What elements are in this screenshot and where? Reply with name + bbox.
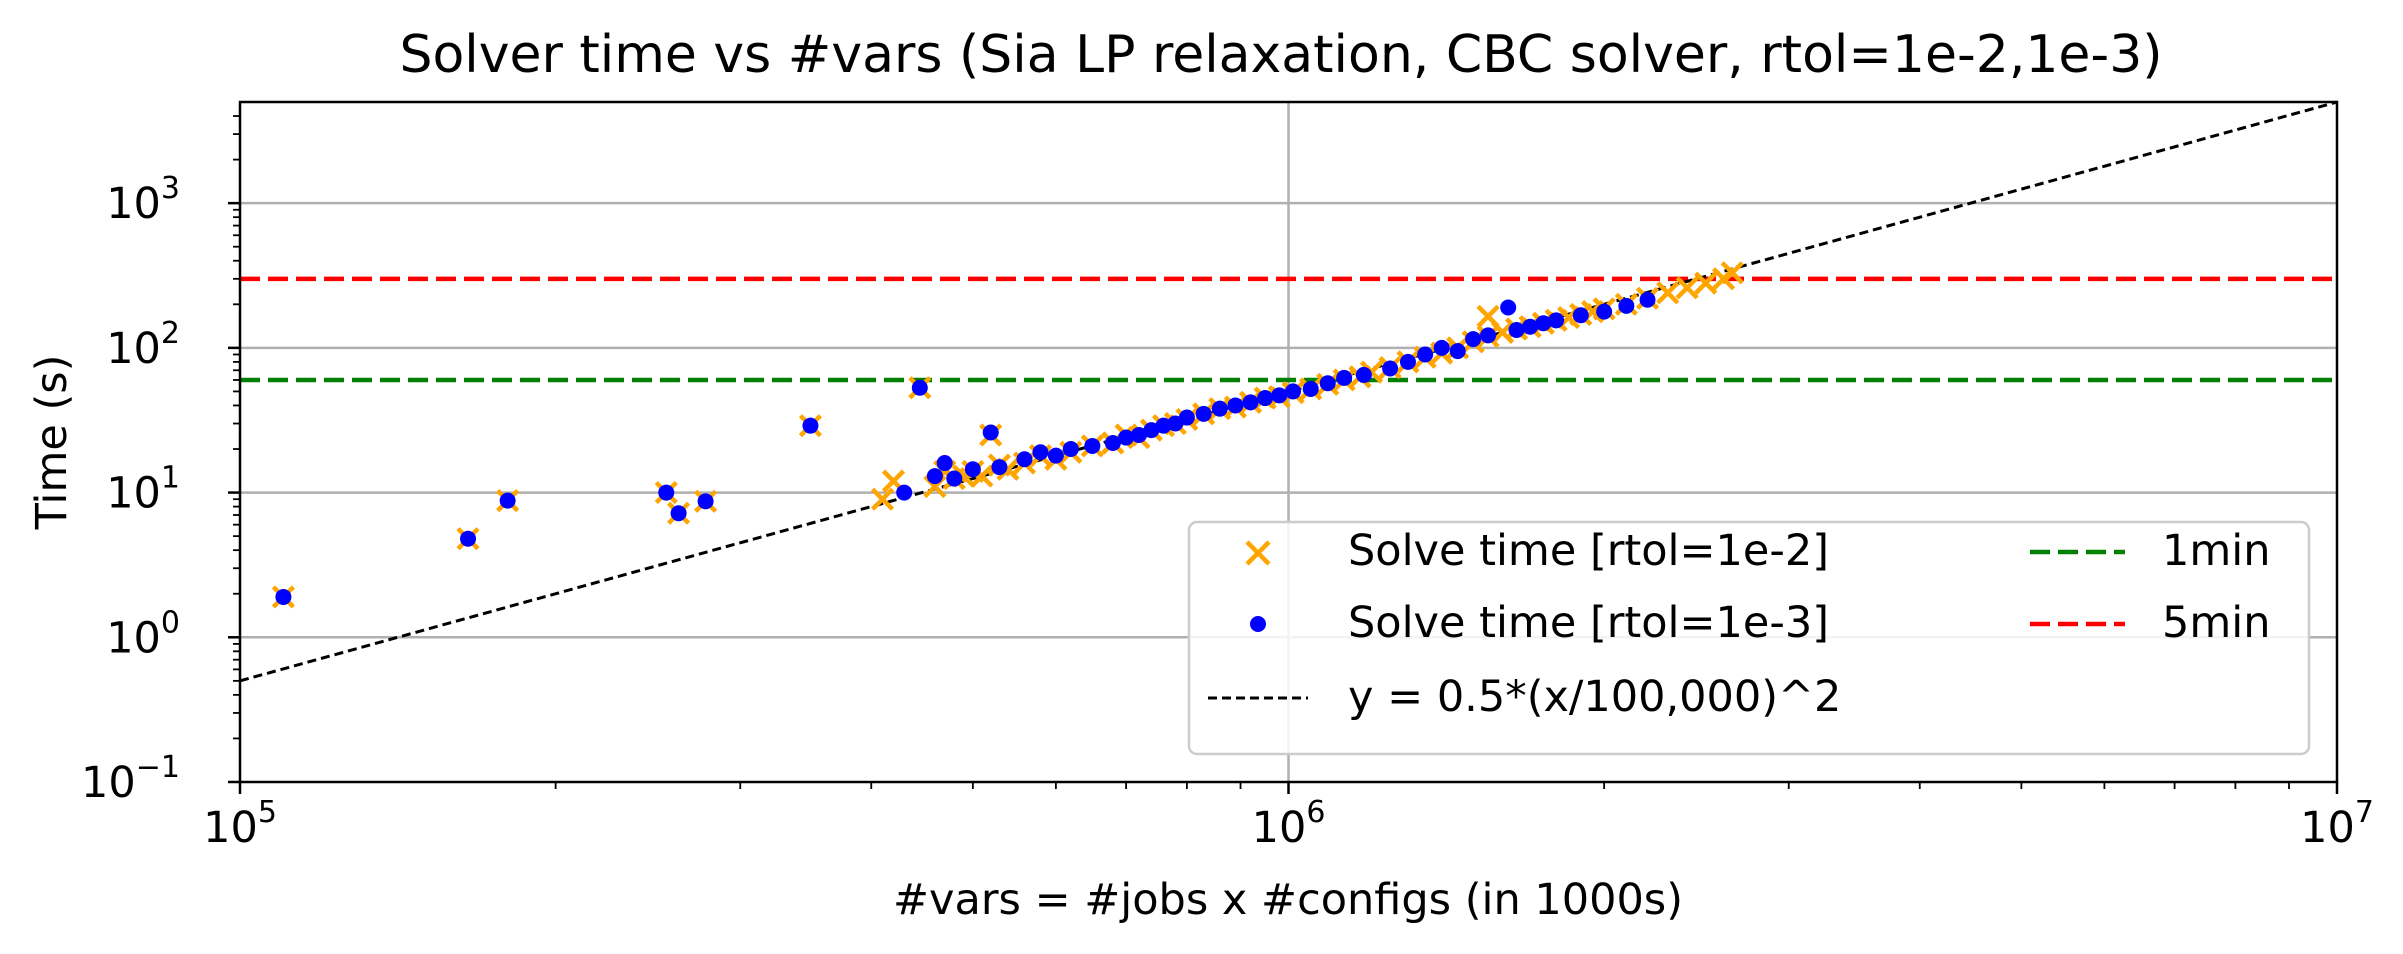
y-tick-label: 102 bbox=[106, 316, 180, 374]
data-point bbox=[870, 487, 895, 511]
data-point bbox=[1433, 339, 1450, 356]
data-point bbox=[1382, 360, 1399, 377]
data-point bbox=[1449, 343, 1466, 360]
data-point bbox=[670, 505, 687, 522]
data-point bbox=[982, 424, 999, 441]
x-tick-label: 107 bbox=[2300, 795, 2374, 853]
data-point bbox=[275, 588, 292, 605]
y-tick-label: 103 bbox=[106, 171, 180, 229]
data-point bbox=[896, 484, 913, 501]
data-point bbox=[1572, 307, 1589, 324]
data-point bbox=[1319, 375, 1336, 392]
data-point bbox=[1639, 291, 1656, 308]
data-point bbox=[926, 468, 943, 485]
data-point bbox=[1720, 261, 1744, 285]
data-point bbox=[1480, 327, 1497, 344]
data-point bbox=[1618, 297, 1635, 314]
data-point bbox=[1417, 346, 1434, 363]
data-point bbox=[911, 379, 928, 396]
data-point bbox=[1195, 405, 1212, 422]
x-axis-label: #vars = #jobs x #configs (in 1000s) bbox=[893, 875, 1683, 925]
data-point bbox=[1155, 417, 1172, 434]
reference-lines bbox=[239, 100, 2338, 683]
legend-marker-rtol-1e-2 bbox=[1245, 540, 1271, 566]
legend-marker-rtol-1e-3 bbox=[1250, 616, 1266, 632]
legend-label-5min: 5min bbox=[2162, 598, 2270, 648]
data-point bbox=[1336, 369, 1353, 386]
data-point bbox=[1227, 397, 1244, 414]
legend-label-fit: y = 0.5*(x/100,000)^2 bbox=[1348, 672, 1841, 722]
y-axis-label: Time (s) bbox=[27, 355, 77, 531]
data-point bbox=[1016, 451, 1033, 468]
data-point bbox=[499, 492, 516, 509]
data-point bbox=[1285, 383, 1302, 400]
data-point bbox=[1508, 321, 1525, 338]
series-rtol-1e-3 bbox=[275, 291, 1656, 605]
legend-items: Solve time [rtol=1e-2] Solve time [rtol=1… bbox=[1208, 526, 2270, 722]
legend-frame bbox=[1187, 520, 2311, 756]
y-tick-label: 100 bbox=[106, 605, 180, 663]
data-point bbox=[1130, 426, 1147, 443]
data-point bbox=[936, 455, 953, 472]
data-point bbox=[460, 530, 477, 547]
data-point bbox=[697, 493, 714, 510]
chart-title: Solver time vs #vars (Sia LP relaxation,… bbox=[399, 25, 2162, 85]
data-point bbox=[802, 417, 819, 434]
data-point bbox=[1465, 331, 1482, 348]
data-point bbox=[1084, 437, 1101, 454]
data-point bbox=[1522, 318, 1539, 335]
y-tick-label: 10−1 bbox=[81, 750, 180, 808]
fit-line bbox=[239, 100, 2338, 683]
data-point bbox=[1257, 390, 1274, 407]
x-axis: 105 106 107 bbox=[203, 782, 2374, 853]
data-point bbox=[1211, 400, 1228, 417]
data-point bbox=[1355, 366, 1372, 383]
data-point bbox=[991, 459, 1008, 476]
data-point bbox=[1675, 276, 1699, 300]
legend-label-rtol-1e-3: Solve time [rtol=1e-3] bbox=[1348, 598, 1829, 648]
legend: Solve time [rtol=1e-2] Solve time [rtol=1… bbox=[1187, 520, 2311, 756]
data-point bbox=[1399, 353, 1416, 370]
legend-label-rtol-1e-2: Solve time [rtol=1e-2] bbox=[1348, 526, 1829, 576]
data-point bbox=[964, 461, 981, 478]
data-point bbox=[1062, 441, 1079, 458]
data-point bbox=[1047, 447, 1064, 464]
data-point bbox=[1178, 409, 1195, 426]
data-point bbox=[1242, 394, 1259, 411]
data-point bbox=[1104, 435, 1121, 452]
x-tick-label: 106 bbox=[1252, 795, 1326, 853]
data-point bbox=[658, 484, 675, 501]
data-point bbox=[1302, 380, 1319, 397]
data-point bbox=[1143, 422, 1160, 439]
data-point bbox=[1032, 444, 1049, 461]
y-axis: 10−1 100 101 102 103 bbox=[81, 115, 240, 808]
data-point bbox=[1271, 387, 1288, 404]
data-point bbox=[1118, 429, 1135, 446]
data-point bbox=[1656, 281, 1680, 305]
data-point bbox=[1476, 304, 1500, 328]
legend-label-1min: 1min bbox=[2162, 526, 2270, 576]
x-tick-label: 105 bbox=[203, 795, 277, 853]
data-point bbox=[1694, 271, 1718, 295]
data-point bbox=[946, 470, 963, 487]
data-point bbox=[1500, 299, 1517, 316]
data-point bbox=[1535, 315, 1552, 332]
y-tick-label: 101 bbox=[106, 461, 180, 519]
data-point bbox=[1596, 303, 1613, 320]
data-point bbox=[1548, 312, 1565, 329]
